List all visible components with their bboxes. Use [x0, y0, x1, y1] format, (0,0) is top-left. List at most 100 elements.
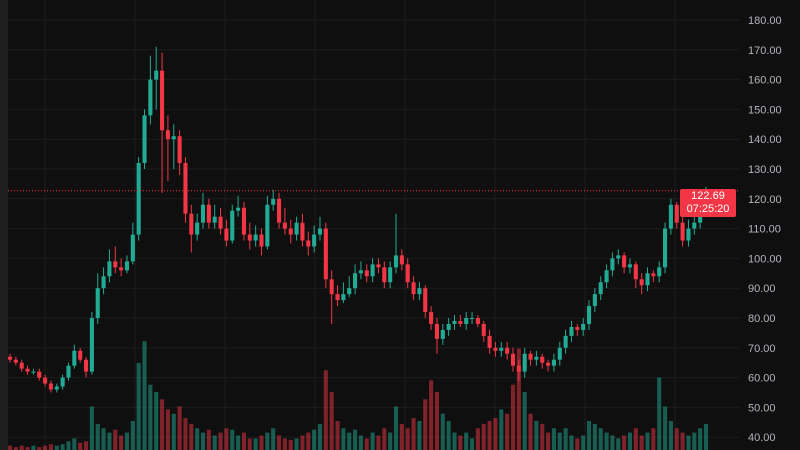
candle [481, 320, 486, 342]
candle-body [312, 234, 317, 247]
volume-bar [639, 435, 644, 450]
candle [347, 276, 352, 298]
candle-body [95, 288, 100, 318]
volume-bar [177, 406, 182, 450]
candle [142, 109, 147, 169]
candle [458, 315, 463, 327]
candle [13, 356, 18, 366]
candle [505, 341, 510, 360]
candle [411, 276, 416, 301]
candle-body [54, 386, 59, 390]
candle-body [557, 347, 562, 360]
volume-bar [60, 444, 65, 450]
volume-bar [7, 445, 13, 450]
candle-body [25, 368, 30, 372]
volume-bar [113, 429, 118, 450]
volume-bar [89, 406, 94, 450]
candle [89, 312, 94, 375]
candle [353, 264, 358, 295]
candle [563, 329, 568, 354]
candle-body [206, 204, 211, 223]
volume-bar [358, 435, 363, 450]
candle [692, 213, 697, 235]
candle-body [452, 320, 457, 324]
volume-bar [569, 435, 574, 450]
volume-bar [370, 432, 375, 450]
candle [7, 353, 13, 363]
candle [592, 288, 597, 313]
volume-bar [481, 423, 486, 450]
candle-body [271, 198, 276, 205]
volume-bar [393, 406, 399, 450]
candle-body [563, 335, 568, 348]
candle-body [470, 318, 475, 319]
candle-body [674, 204, 679, 223]
volume-bar [259, 435, 264, 450]
candle-body [177, 136, 182, 164]
candle-body [692, 222, 697, 229]
price-axis: 180.00 170.00 160.00 150.00 140.00 130.00 120.… [748, 15, 782, 444]
candle [370, 258, 375, 283]
candle [522, 347, 527, 378]
volume-bar [551, 428, 556, 450]
volume-bar [43, 445, 48, 450]
candle [487, 329, 492, 354]
candle-body [31, 371, 36, 373]
candle-body [60, 377, 65, 387]
candle [399, 249, 404, 271]
volume-bar [124, 432, 130, 450]
candle [212, 204, 217, 229]
volume-bar [241, 432, 246, 450]
candle-body [663, 228, 668, 268]
candle [124, 255, 130, 274]
candle [405, 258, 410, 289]
candle-body [259, 234, 264, 247]
volume-bar [674, 428, 679, 450]
volume-bar [423, 399, 428, 450]
volume-bar [510, 384, 516, 450]
candle [60, 374, 65, 390]
volume-bar [83, 441, 89, 450]
candle-body [119, 267, 124, 271]
volume-bar [668, 421, 673, 450]
price-tick-label: 60.00 [748, 373, 776, 385]
candle [189, 204, 194, 253]
candle-body [13, 359, 18, 363]
volume-bar [376, 435, 381, 450]
volume-bar [353, 429, 358, 450]
left-panel-edge [0, 0, 8, 450]
candle-body [300, 222, 305, 241]
volume-bar [440, 413, 445, 450]
candle-body [358, 270, 363, 274]
bar-countdown: 07:25:20 [686, 202, 730, 215]
volume-bar [446, 421, 451, 450]
volume-bar [692, 432, 697, 450]
candle [195, 213, 200, 241]
volume-bar [341, 428, 346, 450]
candle [382, 261, 387, 289]
candle [440, 323, 445, 345]
candle [218, 207, 223, 235]
volume-bar [364, 438, 369, 450]
candle [393, 213, 399, 274]
candle [177, 130, 182, 175]
candle-body [142, 115, 147, 164]
candle-body [370, 264, 375, 277]
candle-body [247, 234, 252, 241]
volume-bar [171, 413, 176, 450]
volume-bar [66, 441, 71, 450]
grid [8, 0, 740, 450]
candle-body [148, 79, 153, 116]
volume-bar [627, 432, 633, 450]
candle [265, 195, 270, 250]
candle-body [341, 294, 346, 301]
volume-bar [657, 377, 662, 450]
candle-body [668, 204, 673, 229]
candle [148, 55, 153, 125]
candle-body [7, 356, 13, 360]
volume-bar [224, 428, 229, 450]
candle [72, 344, 77, 369]
volume-bar [347, 432, 352, 450]
